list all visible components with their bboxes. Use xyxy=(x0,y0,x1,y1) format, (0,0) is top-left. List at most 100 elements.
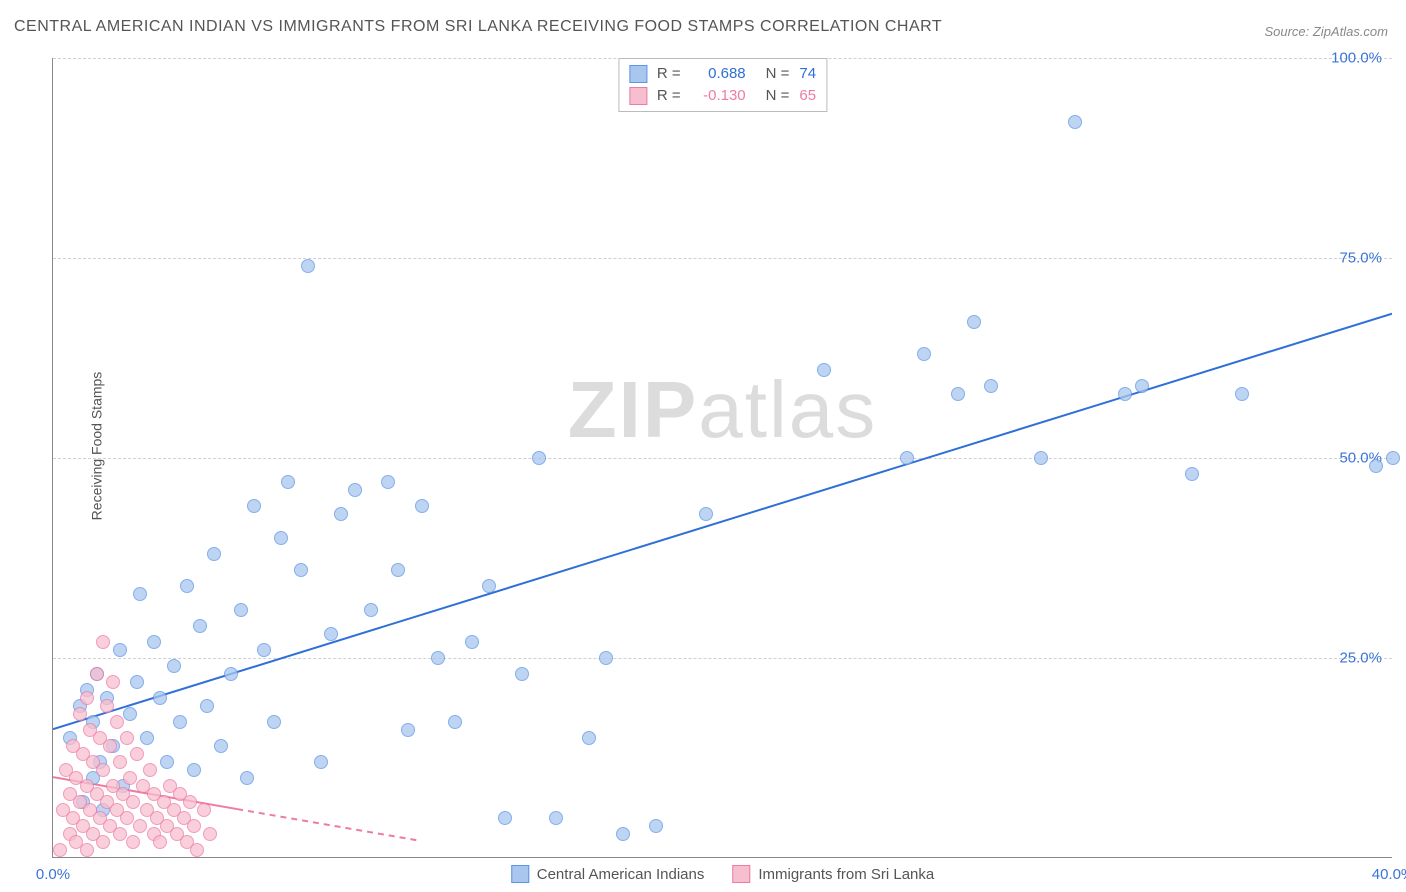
data-point xyxy=(348,483,362,497)
data-point xyxy=(103,739,117,753)
data-point xyxy=(193,619,207,633)
data-point xyxy=(200,699,214,713)
data-point xyxy=(190,843,204,857)
data-point xyxy=(257,643,271,657)
legend-stat-row: R = -0.130 N = 65 xyxy=(629,85,816,107)
data-point xyxy=(96,835,110,849)
data-point xyxy=(314,755,328,769)
data-point xyxy=(951,387,965,401)
data-point xyxy=(113,755,127,769)
data-point xyxy=(147,635,161,649)
data-point xyxy=(123,771,137,785)
data-point xyxy=(133,587,147,601)
watermark-atlas: atlas xyxy=(698,365,877,454)
y-tick-label: 100.0% xyxy=(1331,50,1382,67)
data-point xyxy=(1034,451,1048,465)
data-point xyxy=(153,835,167,849)
source-value: ZipAtlas.com xyxy=(1313,24,1388,39)
data-point xyxy=(247,499,261,513)
gridline xyxy=(53,658,1392,659)
data-point xyxy=(900,451,914,465)
data-point xyxy=(113,643,127,657)
data-point xyxy=(649,819,663,833)
data-point xyxy=(364,603,378,617)
x-tick-label: 0.0% xyxy=(36,866,70,883)
r-value: -0.130 xyxy=(691,85,746,107)
data-point xyxy=(498,811,512,825)
data-point xyxy=(1386,451,1400,465)
data-point xyxy=(616,827,630,841)
data-point xyxy=(224,667,238,681)
chart-title: CENTRAL AMERICAN INDIAN VS IMMIGRANTS FR… xyxy=(14,18,942,36)
legend-series-label: Immigrants from Sri Lanka xyxy=(758,866,934,883)
data-point xyxy=(482,579,496,593)
data-point xyxy=(1369,459,1383,473)
legend-series-label: Central American Indians xyxy=(537,866,705,883)
legend-swatch xyxy=(629,65,647,83)
legend-swatch xyxy=(732,865,750,883)
data-point xyxy=(274,531,288,545)
data-point xyxy=(90,667,104,681)
data-point xyxy=(143,763,157,777)
data-point xyxy=(123,707,137,721)
source-attribution: Source: ZipAtlas.com xyxy=(1264,24,1388,39)
data-point xyxy=(532,451,546,465)
legend-swatch xyxy=(629,87,647,105)
data-point xyxy=(153,691,167,705)
data-point xyxy=(1118,387,1132,401)
data-point xyxy=(130,675,144,689)
data-point xyxy=(267,715,281,729)
data-point xyxy=(183,795,197,809)
data-point xyxy=(515,667,529,681)
data-point xyxy=(80,843,94,857)
data-point xyxy=(113,827,127,841)
data-point xyxy=(1135,379,1149,393)
data-point xyxy=(53,843,67,857)
data-point xyxy=(234,603,248,617)
data-point xyxy=(106,675,120,689)
plot-area: ZIPatlas 25.0%50.0%75.0%100.0% 0.0%40.0%… xyxy=(52,58,1392,858)
data-point xyxy=(73,707,87,721)
data-point xyxy=(96,763,110,777)
data-point xyxy=(401,723,415,737)
legend-series-item: Central American Indians xyxy=(511,865,705,883)
data-point xyxy=(126,835,140,849)
r-label: R = xyxy=(657,85,681,107)
data-point xyxy=(1185,467,1199,481)
data-point xyxy=(96,635,110,649)
data-point xyxy=(582,731,596,745)
data-point xyxy=(817,363,831,377)
data-point xyxy=(917,347,931,361)
data-point xyxy=(549,811,563,825)
legend-series-item: Immigrants from Sri Lanka xyxy=(732,865,934,883)
legend-stat-row: R =0.688N =74 xyxy=(629,63,816,85)
n-label: N = xyxy=(766,85,790,107)
data-point xyxy=(187,819,201,833)
data-point xyxy=(130,747,144,761)
data-point xyxy=(120,731,134,745)
data-point xyxy=(126,795,140,809)
y-tick-label: 25.0% xyxy=(1339,650,1382,667)
data-point xyxy=(415,499,429,513)
data-point xyxy=(334,507,348,521)
n-value: 65 xyxy=(799,85,816,107)
source-label: Source: xyxy=(1264,24,1312,39)
data-point xyxy=(599,651,613,665)
gridline xyxy=(53,458,1392,459)
data-point xyxy=(391,563,405,577)
data-point xyxy=(324,627,338,641)
data-point xyxy=(381,475,395,489)
data-point xyxy=(160,755,174,769)
data-point xyxy=(120,811,134,825)
data-point xyxy=(301,259,315,273)
n-label: N = xyxy=(766,63,790,85)
data-point xyxy=(133,819,147,833)
data-point xyxy=(207,547,221,561)
legend-stats: R =0.688N =74R = -0.130 N = 65 xyxy=(618,58,827,112)
legend-swatch xyxy=(511,865,529,883)
x-tick-label: 40.0% xyxy=(1372,866,1406,883)
data-point xyxy=(197,803,211,817)
data-point xyxy=(984,379,998,393)
data-point xyxy=(281,475,295,489)
data-point xyxy=(1068,115,1082,129)
